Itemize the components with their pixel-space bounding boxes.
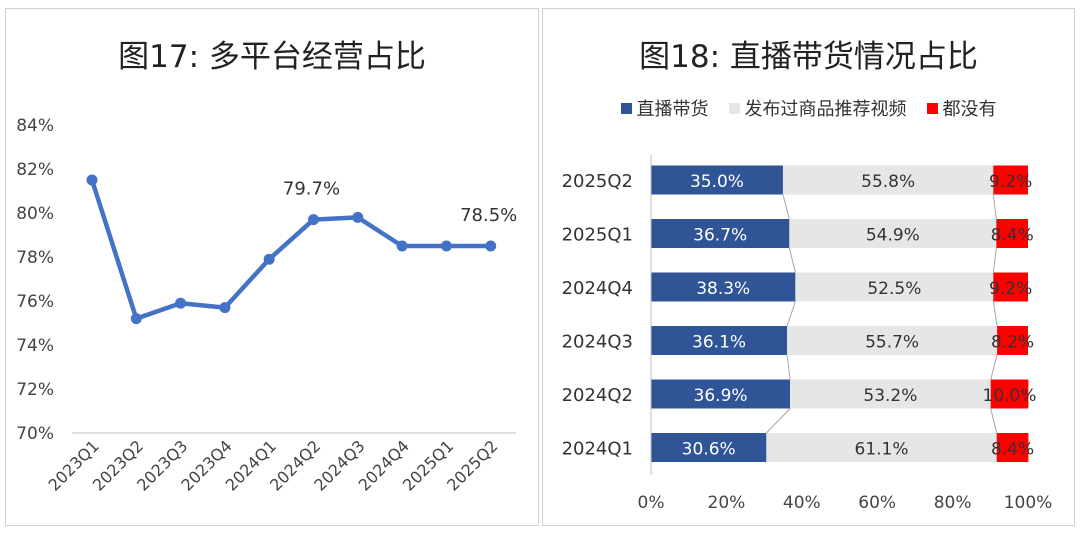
bar-value-label: 36.7%	[693, 226, 747, 246]
category-label: 2025Q2	[562, 171, 633, 192]
bar-value-label: 52.5%	[867, 279, 921, 299]
bar-segment	[993, 165, 1028, 195]
y-tick-label: 78%	[16, 248, 54, 268]
category-label: 2024Q4	[562, 278, 633, 299]
bar-segment	[997, 326, 1028, 355]
category-label: 2024Q2	[562, 385, 633, 406]
bar-segment	[993, 272, 1028, 302]
bar-value-label: 35.0%	[690, 172, 744, 192]
x-tick-label: 80%	[934, 493, 972, 513]
legend-swatch-live	[620, 102, 632, 114]
bar-value-label: 61.1%	[855, 440, 909, 460]
bar-value-label: 55.7%	[865, 333, 919, 353]
bar-segment	[795, 272, 994, 302]
data-point	[219, 302, 231, 314]
data-point	[440, 240, 452, 252]
bar-segment	[787, 326, 998, 355]
bar-value-label: 8.2%	[991, 333, 1034, 353]
data-point	[175, 297, 187, 309]
bar-segment	[651, 379, 791, 409]
bar-value-label: 53.2%	[863, 386, 917, 406]
bar-segment	[766, 433, 997, 462]
series-connector-line	[992, 194, 997, 220]
bar-chart-legend: 直播带货 发布过商品推荐视频 都没有	[543, 95, 1074, 121]
bar-value-label: 9.2%	[989, 279, 1032, 299]
data-point	[130, 313, 142, 325]
line-chart-svg: 84%82%80%78%76%74%72%70%2023Q12023Q22023…	[16, 116, 517, 495]
x-tick-label: 40%	[783, 493, 821, 513]
series-connector-line	[782, 194, 790, 220]
data-point	[352, 211, 364, 223]
y-tick-label: 76%	[16, 292, 54, 312]
bar-segment	[990, 379, 1029, 409]
y-tick-label: 82%	[16, 160, 54, 180]
bar-value-label: 54.9%	[866, 226, 920, 246]
x-tick-label: 0%	[638, 493, 665, 513]
bar-segment	[651, 326, 788, 355]
bar-value-label: 30.6%	[682, 440, 736, 460]
bar-value-label: 36.9%	[694, 386, 748, 406]
bar-segment	[651, 433, 767, 462]
bar-chart-svg: 2025Q2 35.0% 55.8% 9.2% 2025Q1 36.7% 54.9% 8.4%…	[562, 155, 1053, 513]
data-point	[396, 240, 408, 252]
series-connector-line	[786, 301, 796, 327]
bar-value-label: 8.4%	[991, 440, 1034, 460]
data-point	[308, 214, 319, 226]
category-label: 2025Q1	[562, 225, 633, 246]
bar-segment	[651, 165, 783, 195]
bar-segment	[789, 219, 997, 248]
series-connector-line	[788, 247, 796, 273]
legend-item-video: 发布过商品推荐视频	[728, 95, 907, 121]
series-connector-line	[992, 247, 997, 273]
data-label: 79.7%	[283, 179, 340, 200]
series-line	[89, 177, 493, 321]
line-chart-panel: 图17: 多平台经营占比 84% 82% 80% 78% 76% 74% 72% 70% 202…	[5, 8, 539, 526]
series-connector-line	[990, 408, 998, 434]
series-connector-line	[766, 408, 791, 434]
y-tick-label: 74%	[16, 336, 54, 356]
bar-segment	[651, 219, 790, 248]
bar-segment	[996, 433, 1029, 462]
x-tick-label: 100%	[1004, 493, 1053, 513]
bar-chart-title: 图18: 直播带货情况占比	[639, 39, 978, 75]
line-chart-title: 图17: 多平台经营占比	[118, 39, 426, 75]
bar-segment	[651, 272, 796, 302]
legend-label-video: 发布过商品推荐视频	[744, 99, 907, 120]
bar-value-label: 55.8%	[861, 172, 915, 192]
legend-swatch-none	[926, 102, 938, 114]
bar-value-label: 9.2%	[989, 172, 1032, 192]
legend-item-live: 直播带货	[620, 95, 709, 121]
y-tick-label: 84%	[16, 116, 54, 136]
legend-swatch-video	[728, 102, 740, 114]
x-tick-label: 20%	[708, 493, 746, 513]
y-tick-label: 80%	[16, 204, 54, 224]
bar-value-label: 8.4%	[991, 226, 1034, 246]
series-connector-line	[990, 354, 998, 380]
data-point	[263, 253, 275, 265]
data-point	[86, 174, 98, 186]
bar-segment	[790, 379, 991, 409]
legend-label-none: 都没有	[942, 99, 997, 120]
legend-item-none: 都没有	[926, 95, 997, 121]
data-point	[485, 240, 497, 252]
bar-segment	[782, 165, 994, 195]
bar-chart-panel: 图18: 直播带货情况占比 直播带货 发布过商品推荐视频 都没有 2025Q2 3…	[542, 8, 1075, 526]
y-tick-label: 70%	[16, 424, 54, 444]
y-tick-label: 72%	[16, 380, 54, 400]
series-connector-line	[992, 301, 998, 327]
bar-value-label: 36.1%	[692, 333, 746, 353]
legend-label-live: 直播带货	[636, 99, 709, 120]
category-label: 2024Q3	[562, 332, 633, 353]
bar-value-label: 10.0%	[983, 386, 1037, 406]
x-tick-label: 60%	[858, 493, 896, 513]
bar-value-label: 38.3%	[696, 279, 750, 299]
data-label: 78.5%	[460, 205, 517, 226]
bar-segment	[996, 219, 1028, 248]
series-connector-line	[786, 354, 791, 380]
category-label: 2024Q1	[562, 439, 633, 460]
